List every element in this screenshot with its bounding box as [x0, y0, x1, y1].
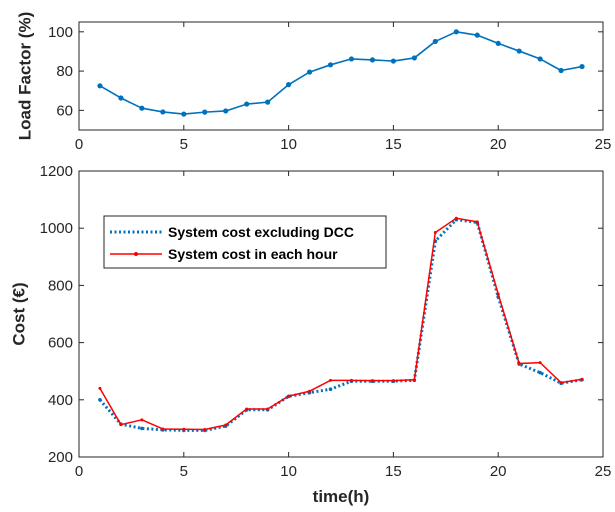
legend-label-each-hour: System cost in each hour [168, 246, 338, 262]
x-tick-label: 20 [490, 136, 507, 153]
data-point-1 [266, 407, 270, 411]
data-point-1 [203, 428, 207, 432]
data-point-0 [98, 398, 102, 402]
data-point-1 [370, 379, 374, 383]
y-tick-label: 100 [48, 24, 73, 41]
top-axes-series [97, 29, 585, 117]
y-tick-label: 200 [48, 449, 73, 466]
data-point-1 [391, 379, 395, 383]
data-point-0 [432, 38, 438, 45]
x-tick-label: 25 [595, 463, 612, 480]
data-point-0 [495, 40, 501, 47]
data-point-0 [558, 67, 564, 74]
data-point-0 [516, 48, 522, 54]
y-tick-label: 60 [56, 102, 73, 119]
data-point-0 [181, 111, 187, 117]
legend-marker-each-hour [134, 252, 138, 256]
y-tick-label: 1200 [40, 163, 73, 180]
data-point-0 [223, 108, 229, 114]
series-line-0 [98, 218, 583, 432]
data-point-0 [286, 82, 292, 88]
data-point-0 [265, 99, 271, 105]
data-point-0 [348, 56, 355, 62]
top-axes-frame [78, 21, 604, 131]
x-tick-label: 5 [180, 136, 188, 153]
bottom-axes-ticks: 0 5 10 15 20 25 200 400 600 800 1000 1200 [40, 163, 612, 480]
bottom-axes-series [98, 216, 584, 433]
data-point-0 [369, 57, 376, 63]
bottom-y-axis-label: Cost (€) [9, 282, 28, 345]
data-point-1 [538, 361, 542, 365]
data-point-1 [182, 427, 186, 431]
x-tick-label: 0 [75, 136, 83, 153]
data-point-1 [224, 423, 228, 427]
y-tick-label: 80 [56, 63, 73, 80]
top-axes: 0 5 10 15 20 25 60 80 100 Load Factor (%) [15, 12, 611, 153]
data-point-1 [245, 407, 249, 411]
data-point-1 [140, 418, 144, 422]
data-point-1 [454, 216, 458, 220]
x-tick-label: 25 [595, 136, 612, 153]
data-point-1 [308, 389, 312, 393]
data-point-0 [306, 69, 313, 75]
data-point-1 [496, 292, 500, 296]
data-point-0 [537, 56, 543, 62]
data-point-1 [433, 230, 437, 234]
top-axes-ticks: 0 5 10 15 20 25 60 80 100 [48, 22, 611, 153]
x-tick-label: 10 [280, 463, 297, 480]
data-point-1 [559, 381, 563, 385]
data-point-0 [390, 58, 396, 64]
x-tick-label: 20 [490, 463, 507, 480]
data-point-0 [139, 105, 145, 111]
y-tick-label: 600 [48, 335, 73, 352]
data-point-0 [202, 109, 208, 115]
data-point-0 [160, 109, 166, 115]
data-point-0 [97, 83, 103, 89]
data-point-1 [98, 386, 102, 390]
y-tick-label: 400 [48, 392, 73, 409]
data-point-0 [411, 55, 417, 61]
data-point-1 [580, 377, 584, 381]
data-point-0 [244, 101, 250, 107]
bottom-x-axis-label: time(h) [313, 487, 370, 506]
data-point-0 [453, 29, 459, 35]
y-tick-label: 1000 [40, 220, 73, 237]
data-point-0 [140, 426, 144, 431]
x-tick-label: 15 [385, 136, 402, 153]
x-tick-label: 15 [385, 463, 402, 480]
bottom-axes-frame [78, 170, 604, 458]
data-point-1 [287, 394, 291, 398]
data-point-1 [161, 427, 165, 431]
data-point-1 [517, 361, 521, 365]
data-point-1 [412, 378, 416, 382]
top-y-axis-label: Load Factor (%) [15, 12, 34, 140]
legend-box [103, 215, 387, 269]
data-point-1 [119, 423, 123, 427]
x-tick-label: 0 [75, 463, 83, 480]
data-point-0 [118, 95, 124, 101]
data-point-0 [328, 387, 333, 392]
data-point-1 [475, 220, 479, 224]
data-point-0 [538, 370, 542, 375]
data-point-0 [474, 32, 480, 38]
x-tick-label: 10 [280, 136, 297, 153]
data-point-0 [327, 62, 334, 68]
y-tick-label: 800 [48, 277, 73, 294]
series-line-1 [99, 217, 583, 431]
legend: System cost excluding DCC System cost in… [103, 215, 387, 269]
data-point-1 [329, 378, 333, 382]
x-tick-label: 5 [180, 463, 188, 480]
data-point-1 [349, 378, 353, 382]
legend-label-excluding-dcc: System cost excluding DCC [168, 224, 354, 240]
data-point-0 [579, 63, 585, 70]
series-line-0 [99, 31, 583, 115]
